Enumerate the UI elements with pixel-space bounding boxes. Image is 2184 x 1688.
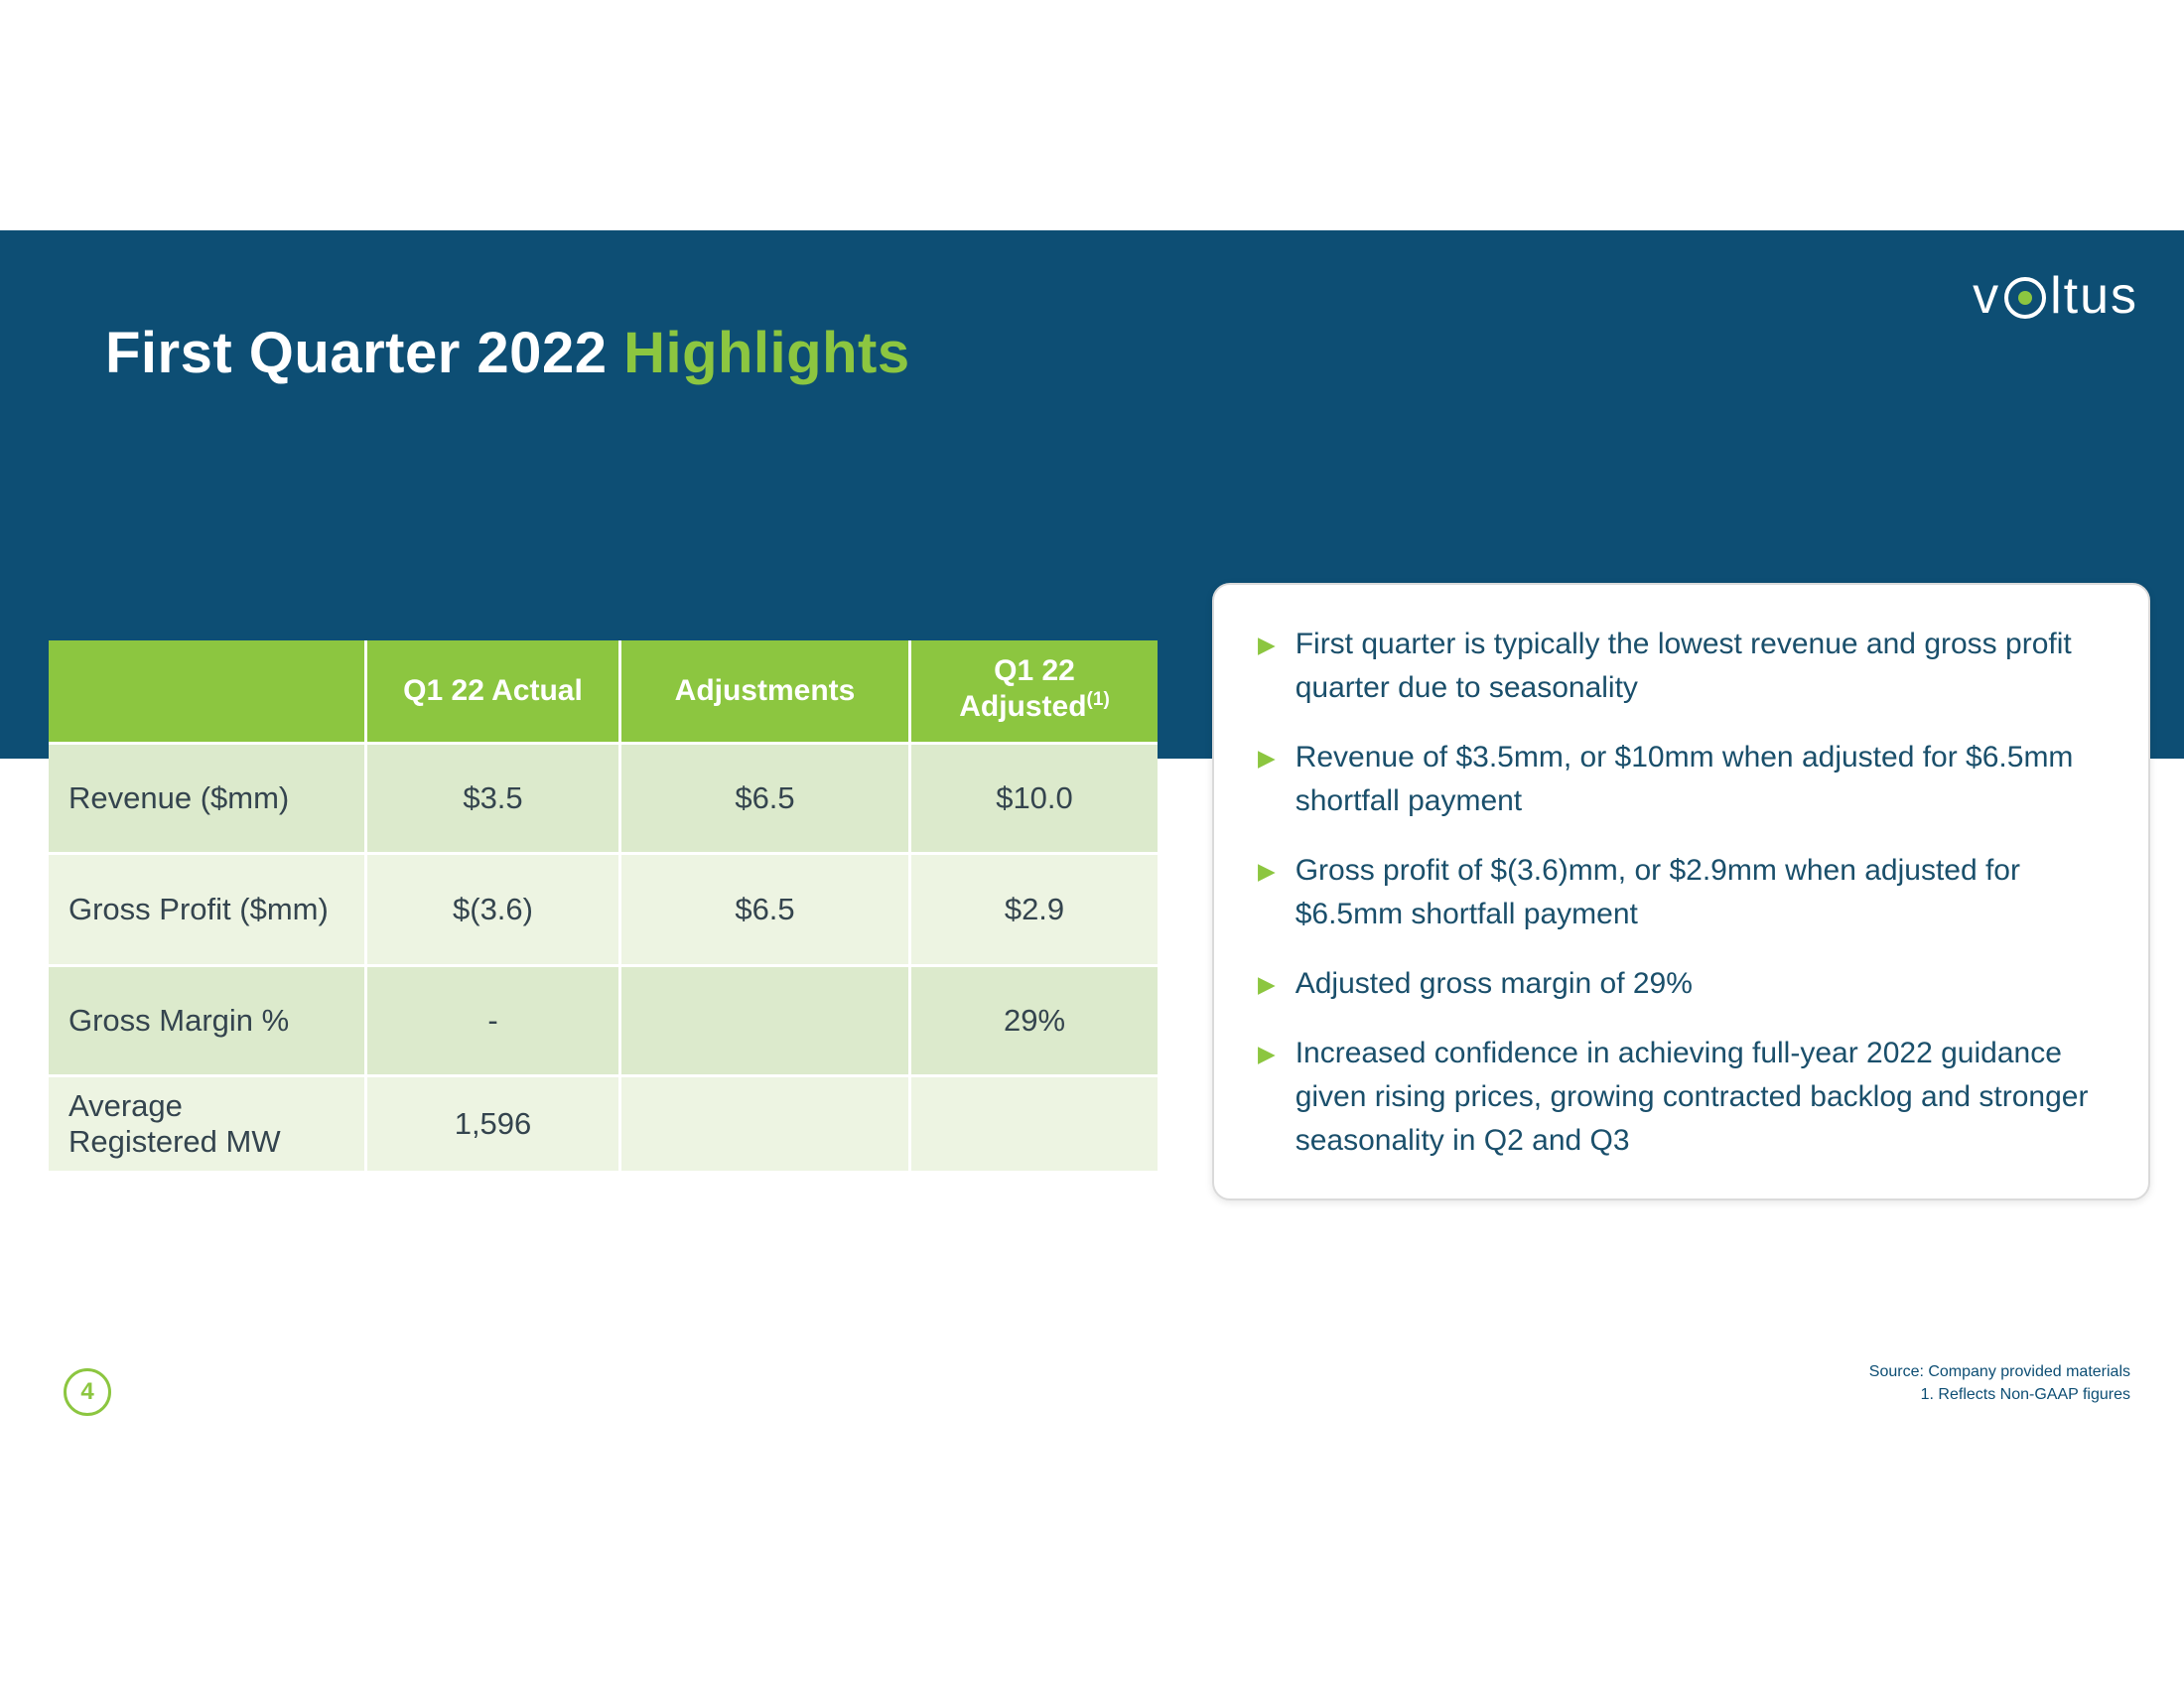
avg-registered-mw-label-text: Average Registered MW — [68, 1088, 281, 1159]
gross-profit-actual-value: $(3.6) — [453, 892, 533, 926]
highlights-card: ▶ First quarter is typically the lowest … — [1212, 583, 2150, 1200]
source-note: Source: Company provided materials — [1868, 1363, 2130, 1380]
gross-margin-label: Gross Margin % — [49, 967, 364, 1074]
revenue-adjustments: $6.5 — [621, 745, 908, 852]
gross-profit-adjusted: $2.9 — [911, 855, 1158, 964]
gross-margin-label-text: Gross Margin % — [68, 1003, 290, 1038]
highlight-item-1: ▶ First quarter is typically the lowest … — [1258, 623, 2105, 710]
page-number-badge: 4 — [64, 1368, 111, 1416]
gross-margin-actual-value: - — [487, 1003, 498, 1038]
revenue-actual-value: $3.5 — [463, 780, 523, 815]
revenue-label: Revenue ($mm) — [49, 745, 364, 852]
title-accent: Highlights — [623, 321, 910, 385]
table-header-q1-22-adjusted: Q1 22 Adjusted(1) — [911, 640, 1158, 742]
logo-eye-icon — [2004, 277, 2047, 319]
gross-profit-actual: $(3.6) — [367, 855, 618, 964]
avg-registered-mw-adjusted — [911, 1077, 1158, 1171]
bullet-triangle-icon: ▶ — [1258, 745, 1276, 771]
table-header-adjustments: Adjustments — [621, 640, 908, 742]
bullet-triangle-icon: ▶ — [1258, 971, 1276, 997]
highlight-text-5: Increased confidence in achieving full-y… — [1295, 1037, 2089, 1157]
gross-margin-adjusted-value: 29% — [1003, 1003, 1066, 1038]
highlight-text-1: First quarter is typically the lowest re… — [1295, 628, 2072, 704]
revenue-actual: $3.5 — [367, 745, 618, 852]
highlight-text-3: Gross profit of $(3.6)mm, or $2.9mm when… — [1295, 854, 2020, 930]
page-title: First Quarter 2022 Highlights — [105, 320, 910, 386]
highlight-item-5: ▶ Increased confidence in achieving full… — [1258, 1032, 2105, 1163]
revenue-adjusted-value: $10.0 — [996, 780, 1073, 815]
revenue-label-text: Revenue ($mm) — [68, 780, 290, 815]
gross-margin-actual: - — [367, 967, 618, 1074]
gross-margin-adjustments — [621, 967, 908, 1074]
avg-registered-mw-label: Average Registered MW — [49, 1077, 364, 1171]
revenue-adjusted: $10.0 — [911, 745, 1158, 852]
table-header-blank — [49, 640, 364, 742]
avg-registered-mw-actual-value: 1,596 — [454, 1106, 532, 1141]
table-header-adjusted-line1: Q1 22 — [994, 654, 1075, 687]
table-header-adjusted-word: Adjusted — [959, 690, 1087, 723]
footnotes: Source: Company provided materials 1. Re… — [1869, 1360, 2130, 1406]
avg-registered-mw-adjustments — [621, 1077, 908, 1171]
bullet-triangle-icon: ▶ — [1258, 1041, 1276, 1066]
title-primary: First Quarter 2022 — [105, 321, 624, 385]
revenue-adjustments-value: $6.5 — [735, 780, 795, 815]
metrics-table: Q1 22 Actual Adjustments Q1 22 Adjusted(… — [49, 640, 1158, 1171]
highlight-item-3: ▶ Gross profit of $(3.6)mm, or $2.9mm wh… — [1258, 849, 2105, 936]
gross-profit-label-text: Gross Profit ($mm) — [68, 892, 329, 926]
logo-text-ltus: ltus — [2050, 267, 2138, 325]
gross-profit-adjustments: $6.5 — [621, 855, 908, 964]
table-header-q1-22-actual-text: Q1 22 Actual — [403, 674, 583, 707]
highlight-text-2: Revenue of $3.5mm, or $10mm when adjuste… — [1295, 741, 2074, 817]
table-header-adjusted-line2: Adjusted(1) — [959, 689, 1110, 729]
voltus-logo: v ltus — [1973, 266, 2138, 326]
table-header-adjustments-text: Adjustments — [674, 674, 856, 707]
table-header-adjusted-footnote-ref: (1) — [1086, 689, 1110, 710]
highlight-item-4: ▶ Adjusted gross margin of 29% — [1258, 962, 2105, 1006]
gross-margin-adjusted: 29% — [911, 967, 1158, 1074]
footnote-1: 1. Reflects Non-GAAP figures — [1920, 1386, 2130, 1403]
highlight-item-2: ▶ Revenue of $3.5mm, or $10mm when adjus… — [1258, 736, 2105, 823]
bullet-triangle-icon: ▶ — [1258, 632, 1276, 657]
highlight-text-4: Adjusted gross margin of 29% — [1295, 967, 1693, 1000]
avg-registered-mw-actual: 1,596 — [367, 1077, 618, 1171]
gross-profit-adjustments-value: $6.5 — [735, 892, 795, 926]
table-header-q1-22-actual: Q1 22 Actual — [367, 640, 618, 742]
page-number: 4 — [80, 1378, 94, 1405]
bullet-triangle-icon: ▶ — [1258, 858, 1276, 884]
gross-profit-adjusted-value: $2.9 — [1004, 892, 1065, 926]
gross-profit-label: Gross Profit ($mm) — [49, 855, 364, 964]
logo-text-v: v — [1973, 267, 2001, 325]
